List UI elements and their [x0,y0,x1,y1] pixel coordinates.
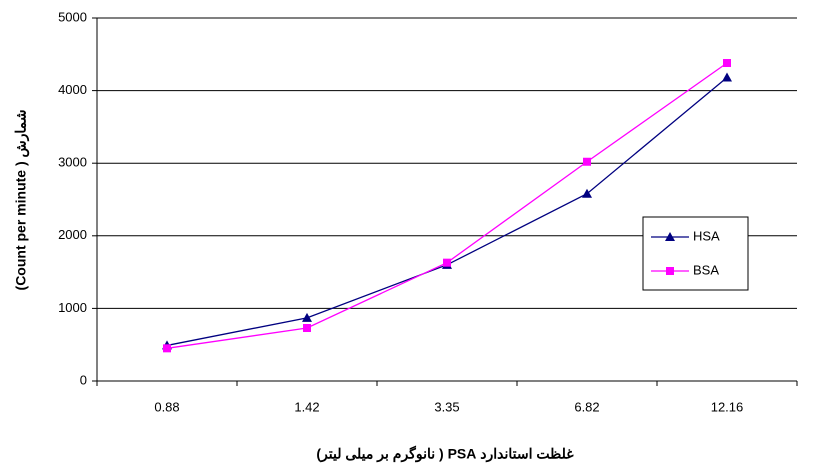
x-tick-label: 12.16 [711,399,744,414]
y-tick-label: 0 [80,372,87,387]
marker [666,267,674,275]
y-axis-label: (Count per minute ) شمارش [13,110,30,291]
marker [443,258,451,267]
x-tick-label: 0.88 [154,399,179,414]
legend-label: BSA [693,262,719,277]
x-axis-label: غلظت استاندارد PSA ( نانوگرم بر میلی لیت… [316,446,574,463]
series-line [166,77,728,347]
y-tick-label: 4000 [58,82,87,97]
series-line [166,62,728,349]
marker [163,344,171,353]
y-tick-label: 1000 [58,300,87,315]
x-tick-label: 3.35 [434,399,459,414]
marker [303,324,311,333]
marker [582,188,592,198]
legend-label: HSA [693,228,720,243]
marker [583,157,591,166]
marker [302,312,312,322]
y-tick-label: 3000 [58,155,87,170]
marker [722,72,732,82]
marker [723,59,731,68]
legend [642,216,749,291]
x-tick-label: 6.82 [574,399,599,414]
y-tick-label: 2000 [58,227,87,242]
marker [665,232,675,241]
y-tick-label: 5000 [58,9,87,24]
x-tick-label: 1.42 [294,399,319,414]
